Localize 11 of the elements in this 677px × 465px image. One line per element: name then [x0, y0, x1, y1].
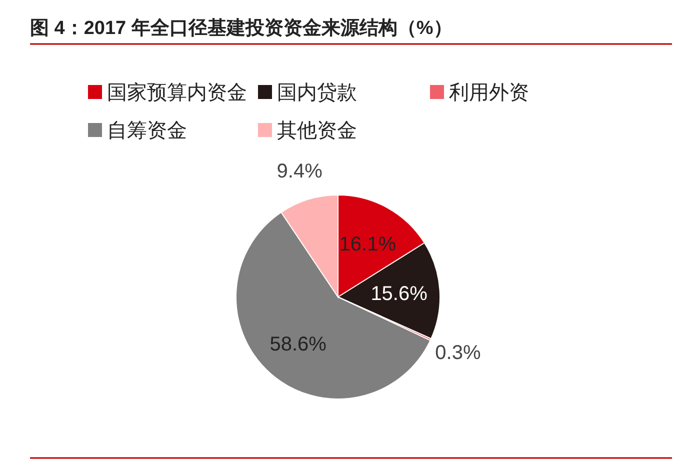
chart-title: 图 4：2017 年全口径基建投资资金来源结构（%）	[30, 17, 452, 39]
legend-label: 其他资金	[277, 120, 357, 142]
data-label: 15.6%	[370, 282, 428, 305]
legend-label: 自筹资金	[107, 120, 187, 142]
legend-label: 国内贷款	[277, 82, 357, 104]
data-label: 0.3%	[435, 342, 481, 364]
data-label: 58.6%	[270, 333, 327, 356]
legend-label: 利用外资	[449, 82, 529, 104]
data-label: 9.4%	[276, 160, 323, 183]
legend-label: 国家预算内资金	[107, 82, 247, 104]
data-label: 16.1%	[339, 233, 396, 256]
